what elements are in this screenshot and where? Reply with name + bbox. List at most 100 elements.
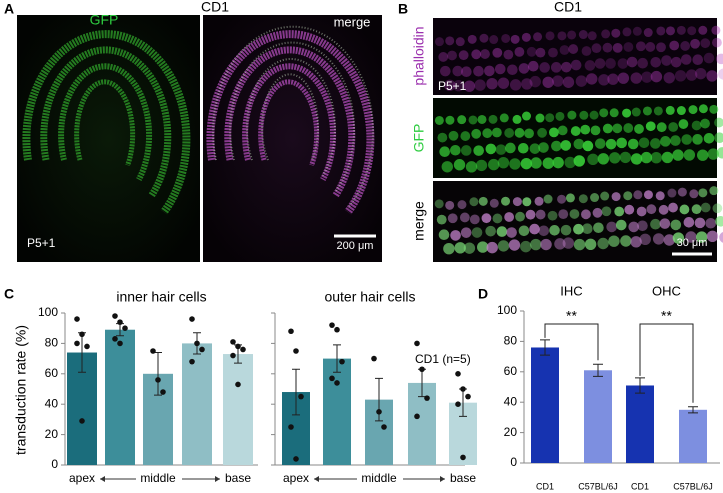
cell <box>469 214 480 225</box>
cell <box>570 126 581 136</box>
cell <box>597 237 609 250</box>
cell <box>698 104 708 114</box>
data-point <box>455 401 461 408</box>
chart-title: inner hair cells <box>116 289 206 305</box>
cell <box>521 78 533 90</box>
cell <box>590 125 601 136</box>
cell <box>709 104 719 114</box>
cell <box>465 161 478 173</box>
data-point <box>460 454 466 461</box>
cell <box>606 221 617 233</box>
arrow-head <box>215 476 220 482</box>
panel-label: D <box>478 286 488 302</box>
data-point <box>334 380 340 386</box>
cell <box>573 138 585 150</box>
data-point <box>419 366 425 373</box>
cell <box>508 239 521 251</box>
cell <box>557 125 568 136</box>
cell <box>670 135 681 146</box>
cell <box>639 233 651 246</box>
significance-bracket <box>544 323 599 361</box>
cell <box>568 44 579 54</box>
cell <box>634 124 644 134</box>
cell <box>663 234 676 246</box>
data-point <box>230 352 236 359</box>
cell <box>501 33 511 43</box>
cell <box>535 113 545 123</box>
cell <box>656 42 666 53</box>
cochlea-turn <box>74 79 136 167</box>
cell <box>594 138 606 149</box>
cochlea-turn <box>40 46 172 198</box>
cell <box>509 158 521 170</box>
cell <box>441 161 453 173</box>
bar <box>626 385 654 463</box>
cell <box>512 197 522 207</box>
cell <box>698 25 708 35</box>
significance: ** <box>661 308 672 324</box>
cell <box>609 152 621 164</box>
cell <box>436 214 447 225</box>
data-point <box>117 340 123 347</box>
cell <box>539 62 550 73</box>
age-label: P5+1 <box>27 236 56 250</box>
cell <box>515 211 525 222</box>
cell <box>659 218 671 229</box>
cell <box>661 55 672 66</box>
cell <box>545 31 555 41</box>
data-point <box>381 424 387 430</box>
cell <box>660 136 671 147</box>
cell <box>507 64 518 76</box>
cell <box>691 204 702 215</box>
cell <box>584 60 596 71</box>
cell <box>658 204 669 215</box>
cell <box>611 28 621 38</box>
cell <box>486 77 498 90</box>
cell <box>605 58 616 69</box>
cell <box>522 111 532 121</box>
cell <box>518 63 530 74</box>
data-point <box>160 389 166 395</box>
cell <box>587 153 599 165</box>
cell <box>712 37 722 48</box>
cell <box>549 225 560 236</box>
cell <box>581 223 593 235</box>
cell <box>602 123 613 134</box>
cell <box>542 157 554 169</box>
cell <box>445 200 455 210</box>
cell <box>650 56 662 68</box>
cell <box>638 137 650 149</box>
cell <box>471 49 482 60</box>
data-point <box>339 358 345 365</box>
cell <box>573 155 585 167</box>
cell <box>482 128 493 139</box>
cell <box>599 108 609 118</box>
cell <box>715 215 723 227</box>
data-point <box>84 343 90 350</box>
cell <box>608 235 620 247</box>
cell <box>584 238 597 251</box>
cell <box>530 238 542 251</box>
cell <box>437 132 448 143</box>
group-label: IHC <box>560 283 582 298</box>
cell <box>715 53 723 65</box>
cell <box>614 206 625 217</box>
y-tick-label: 60 <box>504 364 518 378</box>
bar-label: C57BL/6J <box>578 481 618 491</box>
significance-bracket <box>639 323 694 403</box>
cell <box>703 133 715 144</box>
cell <box>656 122 667 133</box>
cell <box>690 38 700 49</box>
cell <box>473 145 484 156</box>
cell <box>440 65 451 77</box>
cell <box>550 62 562 73</box>
data-point <box>460 386 466 392</box>
cell <box>611 192 621 202</box>
cell <box>570 59 582 71</box>
bar <box>584 370 612 463</box>
bar <box>531 347 559 463</box>
cell <box>653 106 663 116</box>
cell <box>637 57 648 69</box>
cell <box>474 79 486 91</box>
cell <box>534 196 544 206</box>
